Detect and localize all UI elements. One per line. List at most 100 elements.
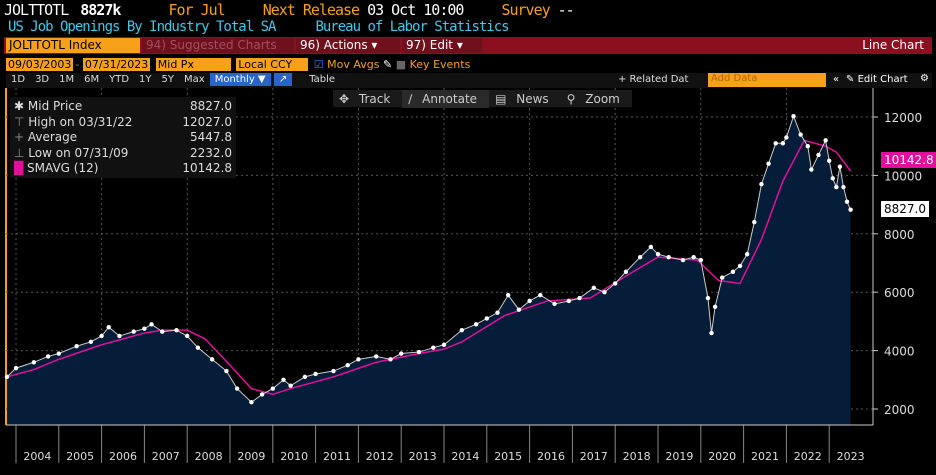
price-point [4, 374, 10, 380]
gear-icon[interactable]: ⚙ [920, 73, 929, 84]
price-point [837, 164, 843, 169]
chart-toolbar: ✥ Track ∕ Annotate ▤ News ⚲ Zoom [333, 90, 632, 108]
price-point [834, 184, 839, 190]
price-point [224, 368, 229, 374]
price-point [809, 167, 814, 172]
period-max[interactable]: Max [184, 74, 205, 85]
price-point [313, 371, 318, 377]
actions-button[interactable]: 96) Actions ▾ [296, 38, 400, 53]
price-point [345, 363, 350, 368]
frequency-select[interactable]: Monthly ▼ [209, 73, 271, 86]
price-point [844, 199, 850, 204]
annotate-button[interactable]: ∕ Annotate [402, 90, 490, 108]
x-tick-label: 2004 [23, 450, 51, 463]
price-point [174, 327, 179, 333]
price-point [648, 244, 654, 250]
price-point [698, 257, 703, 263]
x-tick-label: 2015 [494, 450, 522, 463]
price-point [473, 322, 479, 327]
price-point [613, 281, 618, 286]
zoom-label: Zoom [585, 92, 620, 106]
chart-type: Line Chart [862, 38, 924, 52]
ticker: JOLTTOTL [4, 1, 69, 19]
key-events-label[interactable]: Key Events [409, 58, 471, 71]
x-tick-label: 2006 [109, 450, 137, 463]
price-point [566, 298, 572, 304]
period-ytd[interactable]: YTD [109, 74, 130, 85]
price-point [209, 357, 215, 362]
collapse-button[interactable]: « [833, 74, 840, 85]
key-events-checkbox[interactable]: ■ [395, 58, 407, 71]
price-point [160, 329, 165, 334]
description: US Job Openings By Industry Total SA [8, 19, 276, 35]
price-point [827, 158, 832, 163]
price-point [773, 141, 778, 146]
zoom-button[interactable]: ⚲ Zoom [561, 90, 632, 108]
x-tick-label: 2011 [323, 450, 351, 463]
price-point [195, 345, 201, 350]
news-button[interactable]: ▤ News [489, 90, 561, 108]
pencil-icon[interactable]: ✎ [383, 58, 393, 71]
price-point [744, 252, 750, 257]
star-icon: ✱ [14, 99, 28, 113]
header-row: JOLTTOTL 8827k For Jul Next Release 03 Oct… [4, 1, 586, 19]
chart: 2000 4000 6000 8000 10000 12000 2004 2005 2006 20… [4, 88, 922, 463]
mov-avgs-checkbox[interactable]: ☑ [313, 58, 324, 71]
price-point [848, 207, 853, 212]
security-field[interactable]: JOLTTOTL Index [6, 38, 140, 53]
period-6m[interactable]: 6M [84, 74, 100, 85]
price-point [602, 290, 607, 295]
price-field-select[interactable]: Mid Px [155, 58, 231, 71]
period-1m[interactable]: 1M [59, 74, 75, 85]
next-release-label: Next Release [262, 1, 360, 19]
legend-label: SMAVG (12) [27, 161, 99, 175]
price-point [691, 254, 696, 260]
x-tick-label: 2009 [237, 450, 265, 463]
x-tick-label: 2023 [837, 450, 865, 463]
table-button[interactable]: Table [309, 74, 336, 85]
price-point [805, 144, 810, 149]
period-1d[interactable]: 1D [11, 74, 26, 85]
price-point [31, 360, 37, 365]
price-point [106, 325, 111, 330]
settings-row: 09/03/2003- 07/31/2023 Mid Px Local CCY … [6, 58, 471, 71]
price-point [270, 386, 275, 391]
price-point [149, 322, 154, 327]
price-point [780, 141, 786, 146]
period-3d[interactable]: 3D [35, 74, 50, 85]
price-point [185, 333, 190, 339]
related-data-button[interactable]: + Related Dat [618, 74, 689, 85]
mov-avgs-label[interactable]: Mov Avgs [327, 58, 380, 71]
y-tick-label: 4000 [884, 345, 915, 359]
x-tick-label: 2012 [366, 450, 394, 463]
period-5y[interactable]: 5Y [161, 74, 175, 85]
news-label: News [516, 92, 549, 106]
end-date-input[interactable]: 07/31/2023 [82, 58, 151, 71]
price-point [234, 386, 240, 391]
price-point [516, 307, 522, 312]
pencil-icon: ✎ [846, 74, 855, 85]
price-point [495, 310, 500, 315]
next-release: 03 Oct 10:00 [367, 1, 464, 19]
price-point [823, 138, 828, 143]
y-tick-label: 8000 [884, 228, 915, 242]
price-point [705, 295, 711, 301]
price-point [431, 345, 436, 350]
sma-last-badge: 10142.8 [881, 152, 936, 168]
track-button[interactable]: ✥ Track [333, 90, 402, 108]
suggested-charts-button[interactable]: 94) Suggested Charts [142, 38, 294, 53]
price-point [538, 292, 543, 298]
survey-value: -- [557, 1, 575, 19]
add-data-input[interactable]: Add Data [708, 73, 826, 87]
x-tick-label: 2014 [451, 450, 479, 463]
edit-button[interactable]: 97) Edit ▾ [402, 38, 482, 53]
chart-style-icon[interactable]: ↗ [273, 73, 293, 86]
edit-chart-button[interactable]: ✎ Edit Chart [846, 74, 908, 85]
legend-average: + Average 5447.8 [14, 130, 232, 146]
price-point [281, 377, 286, 382]
currency-select[interactable]: Local CCY [236, 58, 309, 71]
price-point [459, 327, 465, 333]
price-point [637, 254, 643, 260]
start-date-input[interactable]: 09/03/2003 [6, 58, 74, 71]
period-1y[interactable]: 1Y [139, 74, 152, 85]
